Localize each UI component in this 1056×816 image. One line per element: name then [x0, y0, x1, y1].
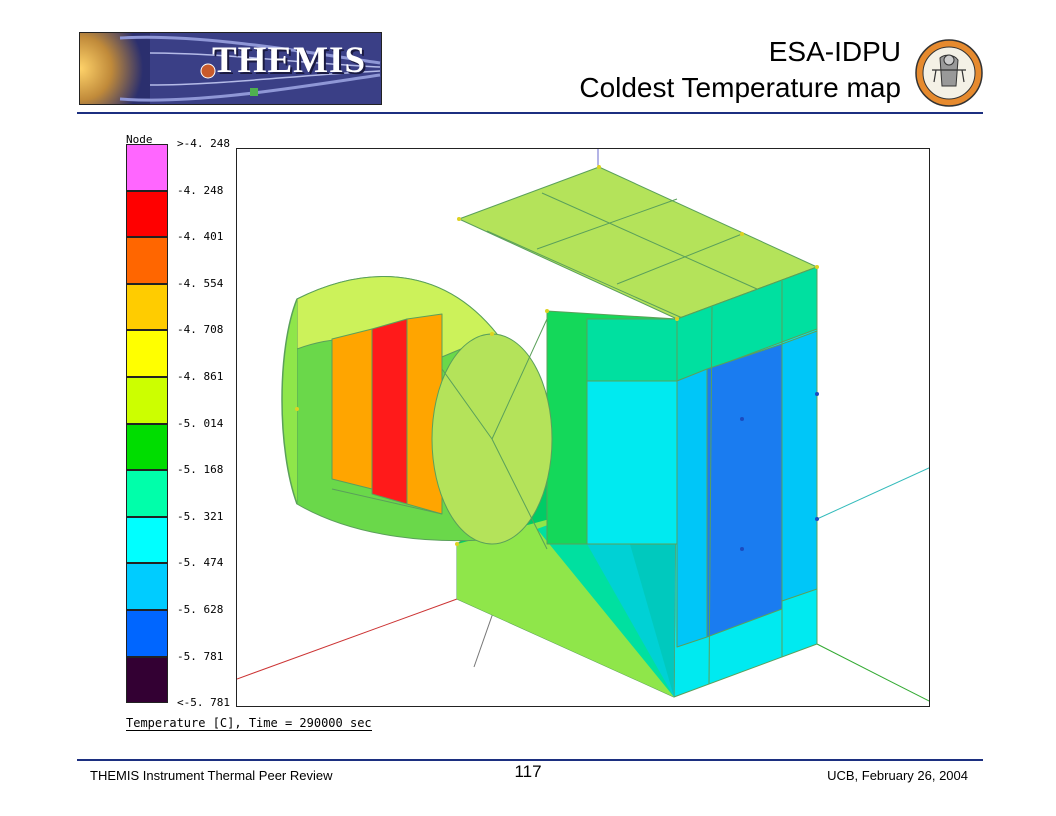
- legend-swatch: [126, 283, 168, 331]
- legend-swatch: [126, 470, 168, 517]
- legend-swatch: [126, 516, 168, 564]
- legend-label: -4. 401: [177, 230, 224, 244]
- legend-label: -5. 321: [177, 509, 224, 523]
- themis-seal-icon: [915, 39, 983, 107]
- cold-panel: [706, 343, 783, 638]
- legend-label: -5. 014: [177, 416, 224, 430]
- legend-swatch: [126, 656, 168, 704]
- legend-label: -5. 168: [177, 463, 224, 477]
- page-number: 117: [514, 762, 542, 781]
- legend-label: -4. 248: [177, 183, 224, 197]
- legend-swatch: [126, 423, 168, 471]
- legend-label: >-4. 248: [177, 137, 230, 150]
- y-axis-line: [816, 643, 929, 702]
- legend-label: -4. 708: [177, 323, 224, 337]
- legend-label: -4. 861: [177, 370, 224, 383]
- esa-idpu-thermal-model: [237, 149, 929, 702]
- x-axis-line: [237, 598, 458, 680]
- legend-swatch: [126, 563, 168, 610]
- page-title: ESA-IDPU Coldest Temperature map: [579, 34, 901, 106]
- hot-band-1: [331, 328, 373, 490]
- title-line-2: Coldest Temperature map: [579, 72, 901, 103]
- themis-logo: THEMIS: [79, 32, 382, 105]
- legend-swatch: [126, 237, 168, 284]
- legend-title: Node: [126, 133, 153, 146]
- legend-swatch: [126, 144, 168, 191]
- legend-swatch: [126, 377, 168, 424]
- legend-swatch: [126, 610, 168, 657]
- legend-label: -5. 781: [177, 649, 224, 663]
- title-line-1: ESA-IDPU: [768, 36, 901, 67]
- model-caption: Temperature [C], Time = 290000 sec: [126, 716, 372, 731]
- legend-label: -4. 554: [177, 276, 224, 290]
- legend-label: -5. 628: [177, 603, 224, 616]
- legend-swatch: [126, 330, 168, 377]
- hot-band-2: [371, 318, 408, 505]
- header-rule: [77, 112, 983, 114]
- logo-wordmark: THEMIS: [212, 40, 367, 81]
- footer-rule: [77, 759, 983, 761]
- legend-label: <-5. 781: [177, 696, 230, 710]
- thermal-model-viewport: [236, 148, 930, 707]
- legend-label: -5. 474: [177, 556, 224, 570]
- legend-swatch: [126, 190, 168, 238]
- axis-line-cyan: [816, 467, 929, 520]
- magnetosphere-graphic: [80, 33, 381, 104]
- footer-left-text: THEMIS Instrument Thermal Peer Review: [90, 768, 333, 783]
- footer-right-text: UCB, February 26, 2004: [827, 768, 968, 783]
